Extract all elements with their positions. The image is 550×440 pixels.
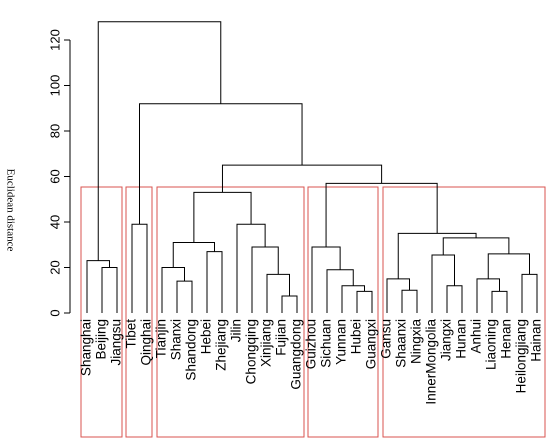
link xyxy=(176,280,193,313)
leaf-label: Sichuan xyxy=(319,319,334,368)
leaf-label: Tianjin xyxy=(154,319,169,358)
y-tick-label: 120 xyxy=(47,29,62,51)
link xyxy=(311,246,341,313)
leaf-label: Xinjiang xyxy=(259,319,274,367)
link xyxy=(221,164,383,193)
leaf-label: Guangxi xyxy=(364,319,379,369)
link xyxy=(491,290,508,313)
y-tick-label: 80 xyxy=(47,124,62,138)
leaf-label: Tibet xyxy=(124,319,139,349)
leaf-label: Hunan xyxy=(454,319,469,359)
link xyxy=(326,269,354,313)
leaf-label: Yunnan xyxy=(334,319,349,365)
link xyxy=(193,191,252,243)
link xyxy=(476,278,500,313)
leaf-label: Shanxi xyxy=(169,319,184,360)
link xyxy=(206,251,223,313)
link xyxy=(131,223,148,313)
leaf-label: Shaanxi xyxy=(394,319,409,368)
leaf-label: Qinghai xyxy=(139,319,154,366)
leaf-label: Zhejiang xyxy=(214,319,229,371)
y-tick-label: 20 xyxy=(47,260,62,274)
cluster-boxes xyxy=(80,186,546,438)
link xyxy=(431,254,455,313)
leaf-label: Guangdong xyxy=(289,319,304,390)
link xyxy=(446,285,463,313)
link xyxy=(442,237,510,255)
y-tick-label: 40 xyxy=(47,215,62,229)
link xyxy=(236,223,266,313)
cluster-box xyxy=(80,186,123,438)
link xyxy=(487,253,530,279)
leaf-label: Beijing xyxy=(94,319,109,360)
y-tick-label: 100 xyxy=(47,75,62,97)
link xyxy=(139,103,303,225)
link xyxy=(397,232,477,279)
leaf-label: InnerMongolia xyxy=(424,319,439,405)
link xyxy=(341,285,365,313)
leaf-label: Chongqing xyxy=(244,319,259,384)
link xyxy=(266,273,290,313)
link xyxy=(325,182,438,248)
leaf-label: Henan xyxy=(499,319,514,359)
y-tick-label: 0 xyxy=(47,309,62,316)
link xyxy=(521,273,538,313)
leaf-label: Liaoning xyxy=(484,319,499,370)
leaf-label: Ningxia xyxy=(409,319,424,365)
link xyxy=(401,289,418,313)
leaf-label: Hainan xyxy=(529,319,544,362)
link xyxy=(281,295,298,313)
cluster-box xyxy=(307,186,379,438)
leaf-label: Jilin xyxy=(229,319,244,342)
leaf-label: Jiangsu xyxy=(109,319,124,366)
link xyxy=(386,278,410,313)
link xyxy=(172,241,215,268)
leaf-label: Hebei xyxy=(199,319,214,354)
link xyxy=(356,290,373,313)
y-tick-label: 60 xyxy=(47,169,62,183)
link xyxy=(101,267,118,313)
leaf-label: Shanghai xyxy=(79,319,94,376)
leaf-label: Shandong xyxy=(184,319,199,381)
leaf-label: Guizhou xyxy=(304,319,319,369)
cluster-box xyxy=(156,186,305,438)
leaf-label: Anhui xyxy=(469,319,484,354)
link xyxy=(251,246,279,313)
link xyxy=(161,267,185,313)
leaf-label: Gansu xyxy=(379,319,394,359)
cluster-box xyxy=(382,186,546,438)
link xyxy=(97,21,222,261)
link xyxy=(86,260,110,313)
leaf-label: Hubei xyxy=(349,319,364,354)
leaf-label: Fujian xyxy=(274,319,289,356)
leaf-label: Jiangxi xyxy=(439,319,454,361)
y-axis-label: Euclidean distance xyxy=(4,169,16,252)
leaf-label: Heilongjiang xyxy=(514,319,529,393)
